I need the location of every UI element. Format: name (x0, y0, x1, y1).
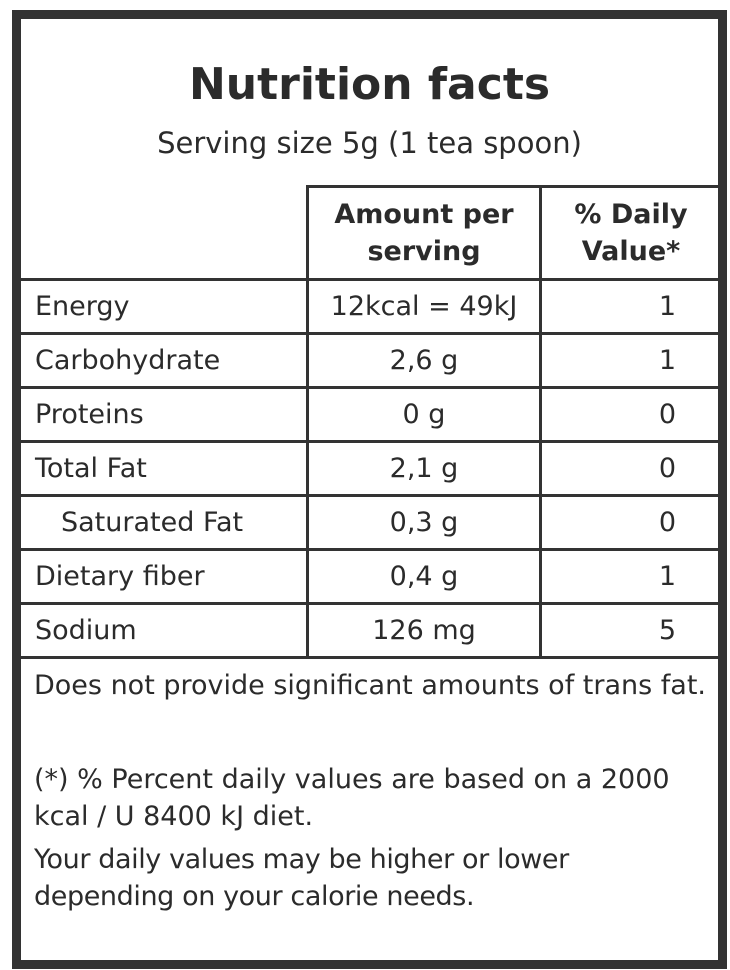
calorie-needs-note: Your daily values may be higher or lower… (34, 844, 569, 912)
row-daily-saturated-fat: 0 (658, 507, 676, 538)
row-label-sodium: Sodium (35, 615, 137, 646)
row-daily-energy: 1 (658, 291, 676, 322)
row-label-carbohydrate: Carbohydrate (35, 345, 221, 376)
row-daily-carbohydrate: 1 (658, 345, 676, 376)
serving-size: Serving size 5g (1 tea spoon) (157, 126, 582, 160)
row-amount-total-fat: 2,1 g (389, 453, 459, 484)
row-label-total-fat: Total Fat (35, 453, 147, 484)
row-divider (21, 440, 718, 443)
row-divider (21, 494, 718, 497)
label-title: Nutrition facts (188, 59, 551, 110)
row-label-energy: Energy (35, 291, 130, 322)
row-label-saturated-fat: Saturated Fat (61, 507, 244, 538)
row-amount-proteins: 0 g (402, 399, 446, 430)
header-bottom-border (21, 278, 718, 281)
row-amount-energy: 12kcal = 49kJ (330, 291, 518, 322)
nutrition-label: Nutrition facts Serving size 5g (1 tea s… (12, 10, 727, 969)
row-divider (21, 386, 718, 389)
row-amount-saturated-fat: 0,3 g (389, 507, 459, 538)
row-amount-carbohydrate: 2,6 g (389, 345, 459, 376)
row-divider (21, 602, 718, 605)
row-daily-sodium: 5 (658, 615, 676, 646)
column-divider (539, 185, 542, 659)
row-divider (21, 548, 718, 551)
row-amount-sodium: 126 mg (372, 615, 476, 646)
row-daily-dietary-fiber: 1 (658, 561, 676, 592)
column-header-amount: Amount per serving (334, 199, 514, 267)
table-bottom-border (21, 656, 718, 659)
percent-daily-value-note: (*) % Percent daily values are based on … (34, 764, 670, 832)
table-top-border (309, 185, 718, 188)
row-label-proteins: Proteins (35, 399, 144, 430)
row-divider (21, 332, 718, 335)
trans-fat-note: Does not provide significant amounts of … (34, 670, 706, 701)
row-daily-total-fat: 0 (658, 453, 676, 484)
row-amount-dietary-fiber: 0,4 g (389, 561, 459, 592)
column-header-daily-value: % Daily Value* (574, 199, 688, 267)
row-label-dietary-fiber: Dietary fiber (35, 561, 205, 592)
column-divider (306, 185, 309, 659)
row-daily-proteins: 0 (658, 399, 676, 430)
